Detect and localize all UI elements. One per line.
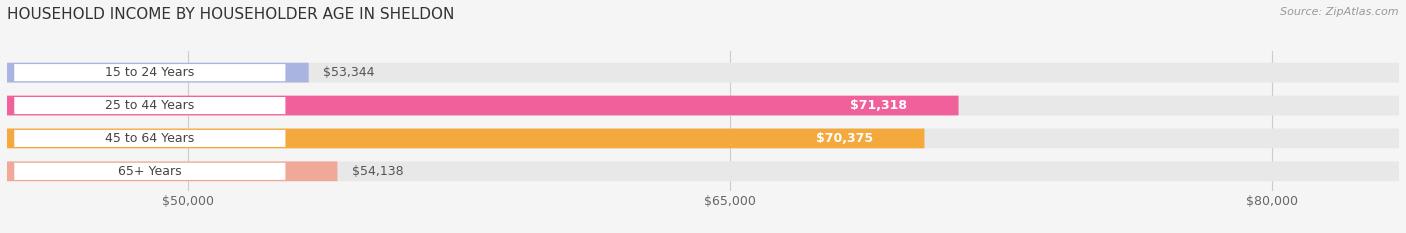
FancyBboxPatch shape	[7, 63, 1399, 82]
Text: $54,138: $54,138	[352, 165, 404, 178]
FancyBboxPatch shape	[14, 130, 285, 147]
FancyBboxPatch shape	[810, 99, 948, 112]
FancyBboxPatch shape	[7, 63, 309, 82]
Text: HOUSEHOLD INCOME BY HOUSEHOLDER AGE IN SHELDON: HOUSEHOLD INCOME BY HOUSEHOLDER AGE IN S…	[7, 7, 454, 22]
FancyBboxPatch shape	[776, 132, 914, 145]
Text: Source: ZipAtlas.com: Source: ZipAtlas.com	[1281, 7, 1399, 17]
Text: 45 to 64 Years: 45 to 64 Years	[105, 132, 194, 145]
FancyBboxPatch shape	[7, 96, 959, 115]
FancyBboxPatch shape	[7, 129, 924, 148]
FancyBboxPatch shape	[7, 96, 1399, 115]
FancyBboxPatch shape	[7, 129, 1399, 148]
Text: 65+ Years: 65+ Years	[118, 165, 181, 178]
FancyBboxPatch shape	[7, 161, 1399, 181]
Text: $71,318: $71,318	[851, 99, 907, 112]
Text: $70,375: $70,375	[817, 132, 873, 145]
FancyBboxPatch shape	[7, 161, 337, 181]
Text: 25 to 44 Years: 25 to 44 Years	[105, 99, 194, 112]
Text: $53,344: $53,344	[323, 66, 374, 79]
FancyBboxPatch shape	[14, 97, 285, 114]
FancyBboxPatch shape	[14, 163, 285, 180]
Text: 15 to 24 Years: 15 to 24 Years	[105, 66, 194, 79]
FancyBboxPatch shape	[14, 64, 285, 81]
